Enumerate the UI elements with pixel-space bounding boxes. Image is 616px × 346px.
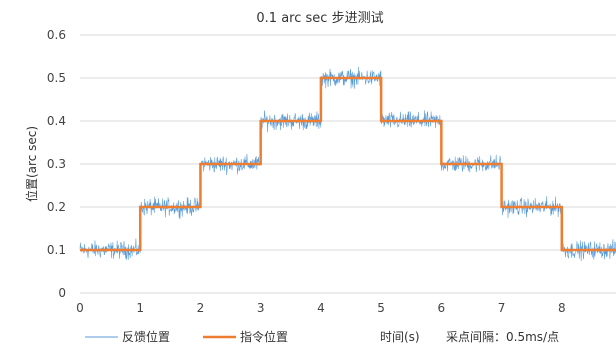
chart-title: 0.1 arc sec 步进测试: [256, 11, 383, 26]
y-tick-label: 0.1: [47, 243, 66, 257]
x-tick-label: 8: [558, 301, 566, 315]
y-axis-title: 位置(arc sec): [24, 126, 39, 202]
x-tick-label: 6: [438, 301, 446, 315]
legend: 反馈位置 指令位置: [85, 329, 288, 344]
x-tick-label: 4: [317, 301, 325, 315]
y-tick-labels: 0 0.1 0.2 0.3 0.4 0.5 0.6: [47, 28, 66, 300]
x-tick-label: 5: [377, 301, 385, 315]
x-axis-title: 时间(s): [380, 330, 420, 344]
x-tick-labels: 0 1 2 3 4 5 6 7 8: [76, 301, 565, 315]
y-tick-label: 0.2: [47, 200, 66, 214]
y-tick-label: 0.6: [47, 28, 66, 42]
x-tick-label: 7: [498, 301, 506, 315]
y-tick-label: 0.3: [47, 157, 66, 171]
y-tick-label: 0.4: [47, 114, 66, 128]
x-tick-label: 0: [76, 301, 84, 315]
series-command-line: [80, 76, 616, 252]
y-tick-label: 0.5: [47, 71, 66, 85]
x-tick-label: 1: [136, 301, 144, 315]
legend-label-feedback: 反馈位置: [122, 329, 170, 344]
x-tick-label: 3: [257, 301, 265, 315]
series-layer: [79, 66, 616, 261]
legend-label-command: 指令位置: [240, 329, 288, 344]
sampling-interval-note: 采点间隔：0.5ms/点: [446, 330, 559, 344]
x-tick-label: 2: [197, 301, 205, 315]
y-tick-label: 0: [58, 286, 66, 300]
